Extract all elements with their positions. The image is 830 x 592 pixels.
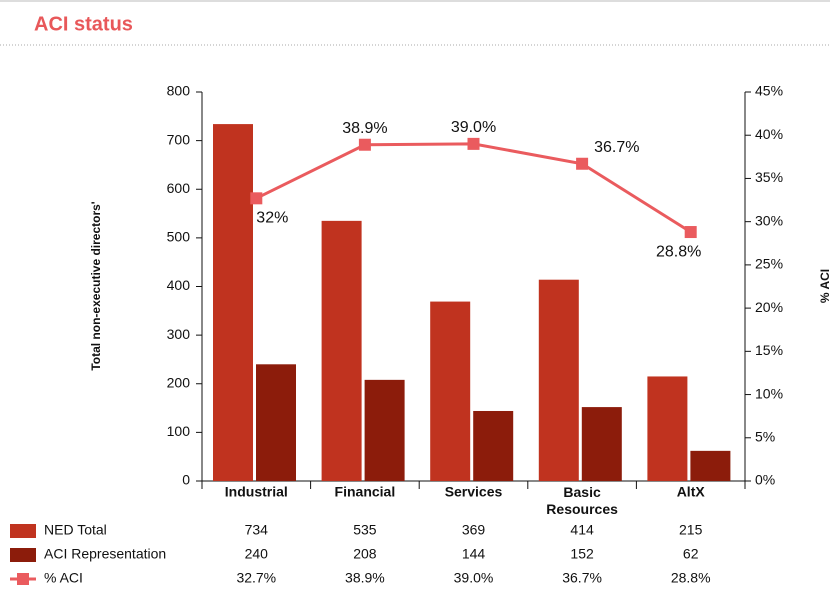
y2-tick-label: 0% (755, 472, 775, 488)
legend-swatch (10, 524, 36, 538)
data-label: 36.7% (594, 139, 639, 156)
data-label: 28.8% (656, 243, 701, 260)
bar (690, 450, 731, 481)
line-series (255, 142, 692, 234)
y-tick-label: 0 (182, 472, 190, 488)
x-tick-label: Financial (335, 484, 396, 500)
table-cell: 535 (353, 522, 377, 538)
table-cell: 734 (245, 522, 269, 538)
line-marker (684, 226, 697, 239)
bar (364, 379, 405, 481)
bar (256, 364, 296, 481)
bar (473, 410, 514, 481)
bar (647, 376, 688, 481)
table-cell: 39.0% (454, 570, 494, 586)
bar (538, 279, 579, 481)
y-tick-label: 300 (167, 326, 191, 342)
y-tick-label: 800 (167, 83, 191, 99)
table-cell: 36.7% (562, 570, 602, 586)
line-marker (250, 192, 263, 205)
legend-label: NED Total (44, 522, 107, 538)
data-label: 32% (256, 210, 288, 227)
table-cell: 38.9% (345, 570, 385, 586)
table-cell: 208 (353, 546, 377, 562)
table-cell: 28.8% (671, 570, 711, 586)
table-cell: 62 (683, 546, 699, 562)
y2-tick-label: 30% (755, 212, 783, 228)
table-cell: 144 (462, 546, 486, 562)
bar (321, 220, 362, 481)
data-label: 38.9% (342, 120, 387, 137)
table-cell: 240 (245, 546, 269, 562)
line-marker (467, 137, 480, 150)
y2-tick-label: 10% (755, 385, 783, 401)
x-tick-label: Basic Resources (546, 484, 618, 517)
table-cell: 215 (679, 522, 703, 538)
line-marker (576, 157, 589, 170)
bar (430, 301, 471, 481)
y2-tick-label: 45% (755, 83, 783, 99)
y-tick-label: 200 (167, 374, 191, 390)
legend-label: ACI Representation (44, 546, 166, 562)
y2-tick-label: 35% (755, 169, 783, 185)
y2-tick-label: 25% (755, 256, 783, 272)
y2-tick-label: 5% (755, 428, 775, 444)
bar (581, 407, 622, 481)
x-tick-label: Industrial (225, 484, 288, 500)
bar (213, 124, 253, 481)
table-cell: 32.7% (236, 570, 276, 586)
y2-tick-label: 20% (755, 299, 783, 315)
legend-marker (17, 573, 29, 585)
x-tick-label: Services (445, 484, 503, 500)
page-title: ACI status (34, 13, 133, 35)
y-tick-label: 400 (167, 277, 191, 293)
y2-tick-label: 40% (755, 126, 783, 142)
legend-label: % ACI (44, 570, 83, 586)
x-tick-label: AltX (677, 484, 706, 500)
y2-axis-label: % ACI (818, 269, 830, 303)
y-axis-label: Total non-executive directors' (89, 201, 103, 370)
line-marker (358, 138, 371, 151)
legend-swatch (10, 548, 36, 562)
y-tick-label: 600 (167, 180, 191, 196)
table-cell: 152 (570, 546, 594, 562)
y2-tick-label: 15% (755, 342, 783, 358)
data-label: 39.0% (451, 119, 496, 136)
table-cell: 414 (570, 522, 594, 538)
y-tick-label: 500 (167, 229, 191, 245)
y-tick-label: 100 (167, 423, 191, 439)
y-tick-label: 700 (167, 131, 191, 147)
table-cell: 369 (462, 522, 486, 538)
